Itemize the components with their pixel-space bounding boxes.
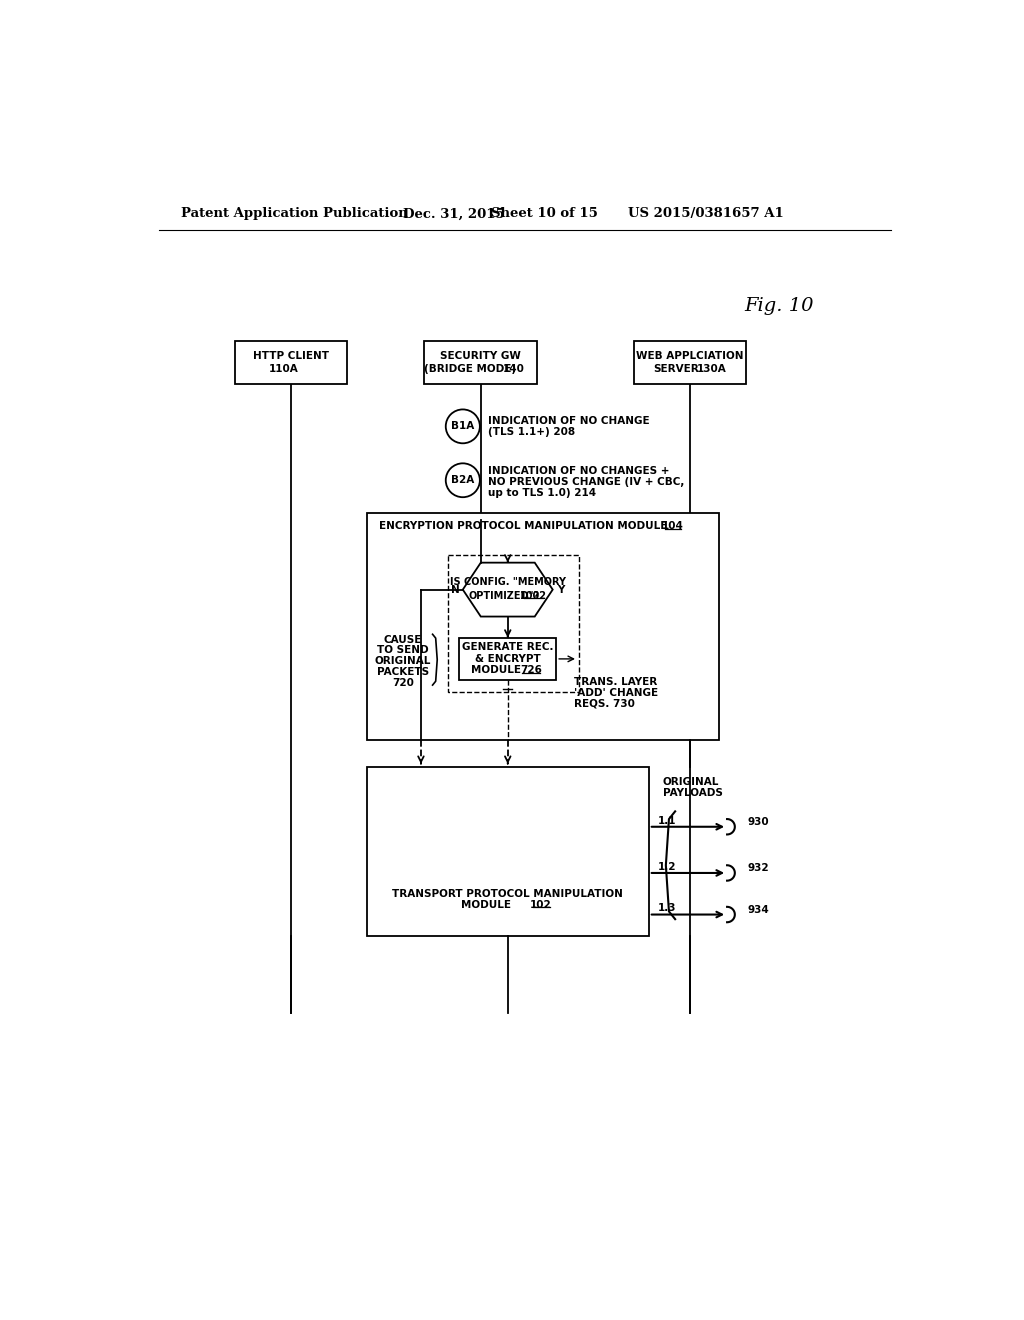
- Text: REQS. 730: REQS. 730: [573, 698, 635, 709]
- Text: PACKETS: PACKETS: [377, 667, 429, 677]
- Text: B2A: B2A: [452, 475, 474, 486]
- Text: OPTIMIZED"?: OPTIMIZED"?: [468, 591, 540, 601]
- Text: (BRIDGE MODE): (BRIDGE MODE): [425, 363, 517, 374]
- Text: WEB APPLCIATION: WEB APPLCIATION: [636, 351, 743, 362]
- Text: 104: 104: [662, 521, 684, 532]
- Text: TRANS. LAYER: TRANS. LAYER: [573, 677, 656, 686]
- Text: 932: 932: [748, 863, 770, 874]
- Text: NO PREVIOUS CHANGE (IV + CBC,: NO PREVIOUS CHANGE (IV + CBC,: [487, 477, 684, 487]
- Bar: [367, 767, 649, 936]
- Bar: [460, 638, 556, 680]
- Text: 1.2: 1.2: [658, 862, 677, 871]
- Text: 934: 934: [748, 906, 770, 915]
- Text: IS CONFIG. "MEMORY: IS CONFIG. "MEMORY: [450, 577, 565, 587]
- Text: CAUSE: CAUSE: [384, 635, 422, 644]
- Bar: [634, 342, 746, 384]
- Text: B1A: B1A: [452, 421, 474, 432]
- Text: 726: 726: [520, 665, 542, 676]
- Text: (TLS 1.1+) 208: (TLS 1.1+) 208: [487, 426, 574, 437]
- Text: Sheet 10 of 15: Sheet 10 of 15: [490, 207, 598, 220]
- Text: HTTP CLIENT: HTTP CLIENT: [253, 351, 329, 362]
- Text: up to TLS 1.0) 214: up to TLS 1.0) 214: [487, 487, 596, 498]
- Bar: [424, 342, 537, 384]
- Bar: [447, 554, 580, 692]
- Text: 1002: 1002: [520, 591, 547, 601]
- Bar: [234, 342, 347, 384]
- Bar: [367, 512, 719, 739]
- Text: PAYLOADS: PAYLOADS: [663, 788, 723, 797]
- Text: Fig. 10: Fig. 10: [744, 297, 814, 315]
- Text: TRANSPORT PROTOCOL MANIPULATION: TRANSPORT PROTOCOL MANIPULATION: [392, 888, 624, 899]
- Text: N: N: [451, 585, 460, 594]
- Text: ENCRYPTION PROTOCOL MANIPULATION MODULE: ENCRYPTION PROTOCOL MANIPULATION MODULE: [379, 521, 668, 532]
- Text: 1.1: 1.1: [658, 816, 677, 825]
- Text: Dec. 31, 2015: Dec. 31, 2015: [403, 207, 505, 220]
- Text: MODULE: MODULE: [471, 665, 521, 676]
- Text: GENERATE REC.: GENERATE REC.: [462, 643, 554, 652]
- Text: 1.3: 1.3: [658, 903, 677, 913]
- Text: Patent Application Publication: Patent Application Publication: [180, 207, 408, 220]
- Text: TO SEND: TO SEND: [377, 645, 429, 656]
- Text: ORIGINAL: ORIGINAL: [375, 656, 431, 667]
- Text: MODULE: MODULE: [461, 899, 511, 909]
- Text: 102: 102: [530, 899, 552, 909]
- Text: 140: 140: [503, 363, 525, 374]
- Text: 'ADD' CHANGE: 'ADD' CHANGE: [573, 688, 657, 698]
- Text: SECURITY GW: SECURITY GW: [440, 351, 521, 362]
- Text: 930: 930: [748, 817, 770, 828]
- Text: 110A: 110A: [269, 363, 299, 374]
- Text: 130A: 130A: [696, 363, 726, 374]
- Text: SERVER: SERVER: [653, 363, 698, 374]
- Text: INDICATION OF NO CHANGE: INDICATION OF NO CHANGE: [487, 416, 649, 426]
- Text: ORIGINAL: ORIGINAL: [663, 777, 719, 787]
- Text: US 2015/0381657 A1: US 2015/0381657 A1: [628, 207, 783, 220]
- Text: 720: 720: [392, 677, 414, 688]
- Text: Y: Y: [557, 585, 564, 594]
- Text: INDICATION OF NO CHANGES +: INDICATION OF NO CHANGES +: [487, 466, 669, 477]
- Text: & ENCRYPT: & ENCRYPT: [475, 653, 541, 664]
